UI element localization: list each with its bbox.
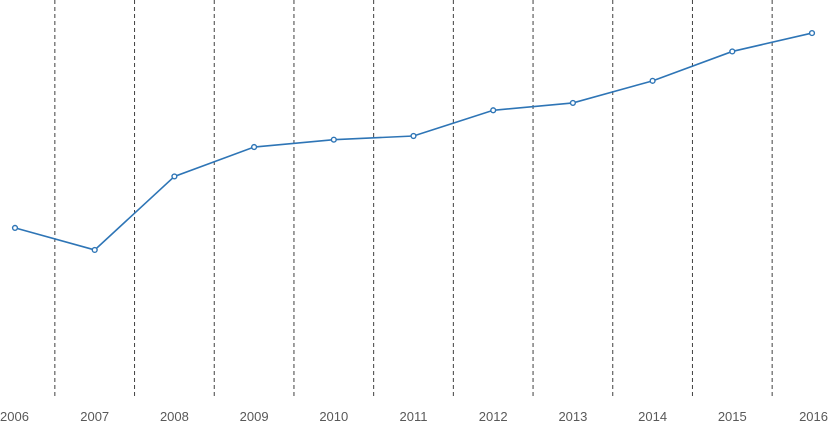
x-tick-label: 2016 bbox=[799, 409, 828, 422]
data-point bbox=[171, 173, 178, 180]
x-tick-label: 2012 bbox=[479, 409, 508, 422]
x-tick-label: 2015 bbox=[718, 409, 747, 422]
x-tick-label: 2011 bbox=[400, 409, 428, 422]
data-point bbox=[91, 246, 98, 254]
x-tick-label: 2010 bbox=[319, 409, 348, 422]
x-tick-label: 2013 bbox=[558, 409, 587, 422]
data-point bbox=[330, 136, 337, 143]
data-point bbox=[490, 107, 497, 114]
data-point bbox=[808, 29, 816, 37]
x-axis-tick-labels: 2006 2007 2008 2009 2010 2011 2012 2013 2014 2015… bbox=[0, 409, 828, 422]
x-tick-label: 2014 bbox=[638, 409, 667, 422]
data-point bbox=[11, 224, 19, 232]
data-point bbox=[569, 99, 577, 107]
data-point bbox=[410, 132, 417, 140]
x-tick-label: 2008 bbox=[160, 409, 189, 422]
vertical-gridlines bbox=[54, 0, 773, 397]
series-layer bbox=[11, 29, 816, 254]
data-point bbox=[649, 77, 656, 84]
x-tick-label: 2009 bbox=[240, 409, 269, 422]
data-point bbox=[251, 143, 258, 151]
data-point bbox=[729, 48, 736, 55]
x-tick-label: 2007 bbox=[80, 409, 109, 422]
x-tick-label: 2006 bbox=[0, 409, 29, 422]
